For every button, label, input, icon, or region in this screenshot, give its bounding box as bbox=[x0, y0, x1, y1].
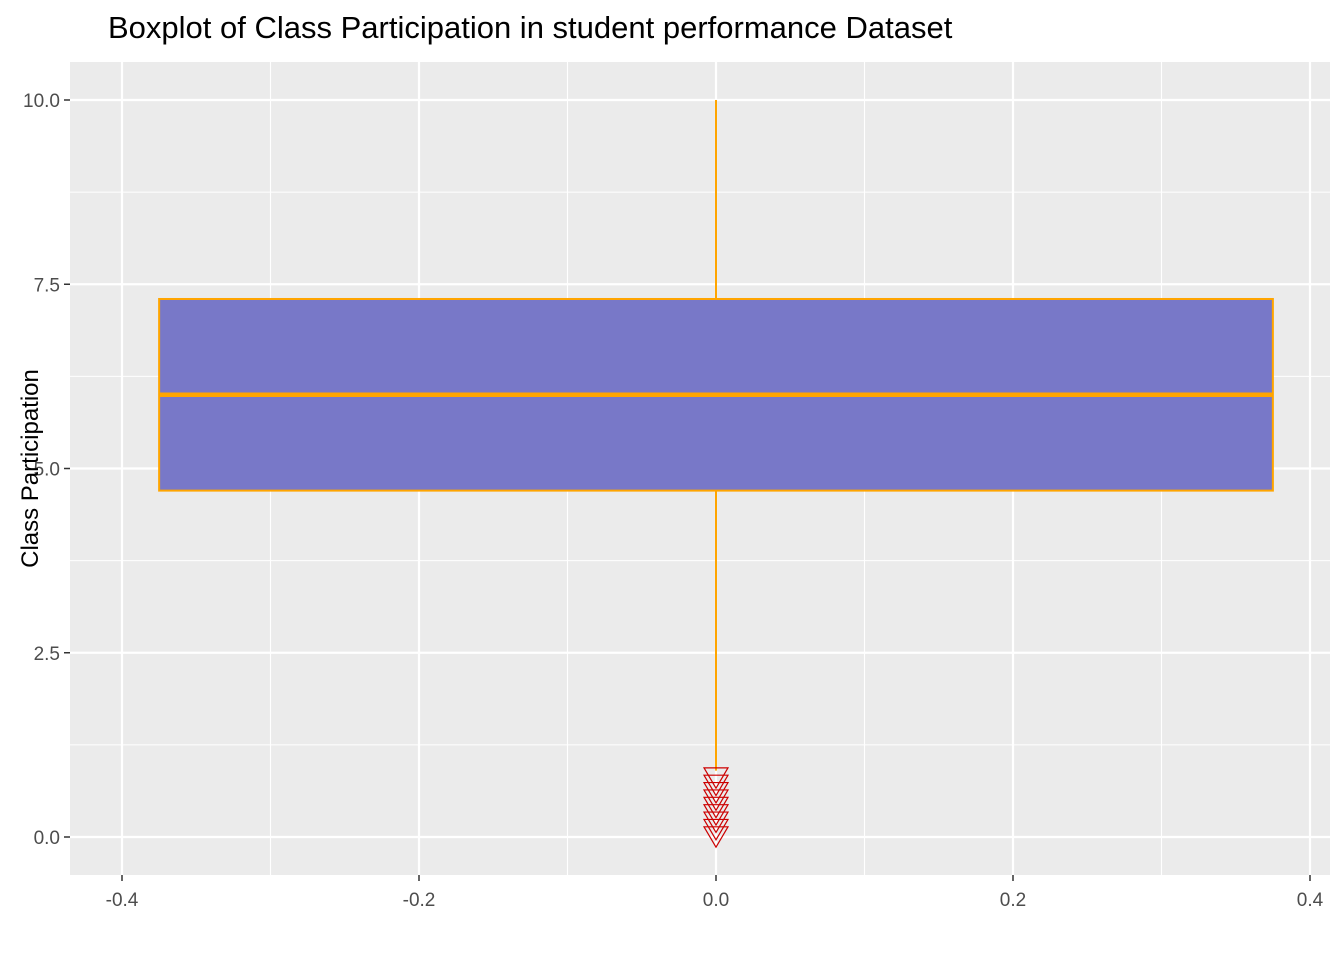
y-tick-label: 5.0 bbox=[34, 460, 60, 481]
outlier-point bbox=[702, 804, 730, 827]
y-tick-label: 7.5 bbox=[34, 275, 60, 296]
y-tick-label: 10.0 bbox=[23, 91, 60, 112]
y-tick-label: 2.5 bbox=[34, 644, 60, 665]
outlier-point bbox=[702, 826, 730, 849]
outlier-point bbox=[702, 767, 730, 790]
outlier-point bbox=[702, 818, 730, 842]
y-tick-label: 0.0 bbox=[34, 828, 60, 849]
chart-title: Boxplot of Class Participation in studen… bbox=[108, 10, 953, 45]
y-axis-title: Class Participation bbox=[17, 369, 44, 568]
x-tick-label: -0.2 bbox=[403, 890, 436, 911]
outlier-point bbox=[702, 811, 730, 834]
outlier-point bbox=[702, 796, 730, 819]
axes: -0.4 -0.2 0.0 0.2 0.4 0.0 2.5 5.0 7.5 10.0 bbox=[23, 91, 1324, 911]
x-tick-label: 0.4 bbox=[1297, 890, 1324, 911]
outlier-point bbox=[702, 789, 730, 812]
x-tick-label: 0.0 bbox=[703, 890, 729, 911]
outlier-point bbox=[702, 781, 730, 805]
box-marks bbox=[158, 100, 1274, 849]
x-tick-label: 0.2 bbox=[1000, 890, 1026, 911]
x-tick-label: -0.4 bbox=[106, 890, 139, 911]
outlier-point bbox=[702, 774, 730, 797]
